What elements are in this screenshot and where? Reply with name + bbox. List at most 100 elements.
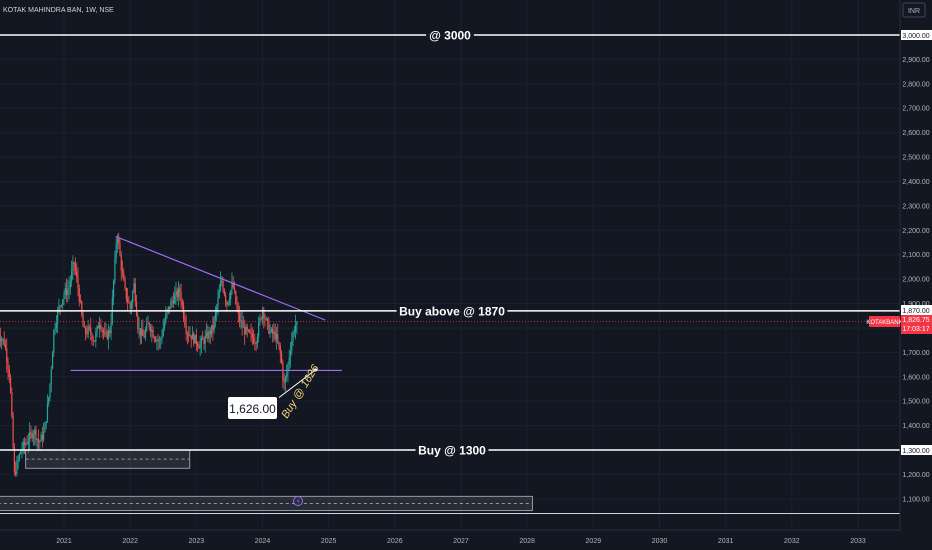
- candle-95: [118, 232, 120, 249]
- currency-badge[interactable]: INR: [902, 2, 926, 18]
- candle-body-185: [232, 283, 234, 288]
- candle-body-18: [20, 451, 22, 455]
- candle-body-207: [260, 317, 262, 319]
- candle-84: [104, 322, 106, 337]
- candle-15: [16, 455, 18, 477]
- candle-body-178: [223, 289, 225, 295]
- candle-111: [138, 317, 140, 339]
- annotation-arrow-head: [313, 368, 318, 372]
- candle-body-87: [107, 330, 110, 339]
- x-tick-label-2026: 2026: [387, 538, 403, 545]
- callout-box[interactable]: 1,626.00: [228, 397, 277, 419]
- candle-body-229: [288, 357, 290, 365]
- candle-body-78: [96, 326, 98, 333]
- candle-130: [162, 318, 164, 338]
- candle-body-29: [34, 429, 36, 435]
- candle-body-103: [128, 301, 130, 304]
- candle-80: [99, 316, 101, 338]
- candle-body-171: [214, 312, 217, 319]
- candle-body-227: [286, 373, 288, 377]
- candle-body-33: [39, 441, 41, 443]
- alert-icon[interactable]: [293, 496, 303, 506]
- x-tick-label-2027: 2027: [453, 538, 469, 545]
- candle-219: [275, 327, 278, 350]
- candle-22: [25, 438, 27, 448]
- candle-11: [11, 387, 13, 419]
- candle-153: [191, 326, 194, 340]
- candle-60: [73, 261, 75, 275]
- candle-body-84: [104, 332, 106, 334]
- candle-body-46: [55, 323, 57, 328]
- candle-34: [40, 431, 42, 442]
- candle-167: [209, 327, 211, 345]
- candle-168: [211, 325, 213, 338]
- candle-103: [128, 295, 130, 304]
- candle-3: [1, 336, 3, 350]
- candle-body-209: [263, 309, 265, 319]
- candle-body-151: [189, 335, 191, 337]
- candle-61: [74, 257, 77, 276]
- candle-body-180: [226, 301, 228, 305]
- candle-body-157: [197, 344, 199, 347]
- candle-31: [36, 438, 38, 452]
- time-axis[interactable]: 2021 2022 2023 2024 2025 2026 2027 2028 2029 2030…: [0, 529, 900, 550]
- candle-120: [149, 324, 152, 338]
- x-tick-label-2031: 2031: [718, 538, 734, 545]
- candle-body-177: [222, 280, 224, 290]
- candle-79: [97, 321, 99, 329]
- candle-body-215: [270, 328, 273, 332]
- candle-body-190: [238, 313, 241, 321]
- candle-body-143: [179, 288, 181, 293]
- candle-210: [264, 313, 266, 327]
- candle-138: [172, 292, 175, 309]
- candle-body-148: [185, 325, 187, 334]
- candle-body-124: [155, 339, 157, 342]
- candle-body-60: [73, 262, 75, 265]
- candle-116: [144, 326, 147, 341]
- candle-body-159: [199, 343, 201, 349]
- candle-body-31: [36, 439, 38, 441]
- horizontal-levels: @ 3000 Buy above @ 1870 Buy @ 1300: [0, 29, 902, 458]
- candle-body-217: [273, 331, 275, 334]
- annotation-arrow-shaft: [278, 369, 316, 398]
- candle-190: [238, 305, 241, 328]
- candle-body-194: [244, 326, 246, 335]
- candle-body-212: [266, 318, 269, 321]
- candle-body-187: [235, 291, 237, 304]
- candle-129: [161, 329, 163, 345]
- symbol-price-tag-label: KOTAKBANK: [866, 320, 902, 326]
- candle-body-231: [291, 341, 293, 351]
- candle-97: [120, 251, 122, 281]
- candle-78: [96, 325, 98, 338]
- candle-body-83: [102, 330, 105, 333]
- symbol-title[interactable]: KOTAK MAHINDRA BAN, 1W, NSE: [3, 7, 114, 14]
- x-tick-label-2033: 2033: [850, 538, 866, 545]
- candle-59: [72, 255, 74, 280]
- candle-62: [76, 262, 78, 283]
- candle-body-149: [186, 333, 189, 335]
- candle-body-69: [85, 327, 87, 334]
- candle-12: [12, 412, 14, 449]
- level-label-1870: Buy above @ 1870: [399, 304, 505, 318]
- candle-body-166: [208, 330, 210, 339]
- level-price-label-1870-text: 1,870.00: [902, 308, 929, 315]
- candle-body-114: [142, 329, 144, 337]
- price-axis[interactable]: 2,900.00 2,800.00 2,700.00 2,600.00 2,500.00…: [899, 0, 932, 530]
- candle-body-99: [123, 272, 125, 281]
- x-tick-label-2030: 2030: [652, 538, 668, 545]
- level-3000: @ 3000: [0, 29, 902, 43]
- annotation-arrow[interactable]: [278, 368, 318, 398]
- candle-77: [95, 327, 97, 348]
- candle-191: [240, 310, 242, 329]
- y-tick-label-2700: 2,700.00: [902, 106, 929, 113]
- candle-150: [188, 326, 190, 343]
- candle-body-165: [207, 332, 209, 339]
- candle-body-158: [198, 346, 200, 349]
- candle-196: [246, 323, 248, 338]
- level-price-label-3000: 3,000.00: [901, 30, 932, 40]
- x-tick-label-2022: 2022: [122, 538, 138, 545]
- candle-200: [251, 327, 253, 346]
- y-tick-label-1400: 1,400.00: [902, 423, 929, 430]
- candle-131: [163, 317, 166, 331]
